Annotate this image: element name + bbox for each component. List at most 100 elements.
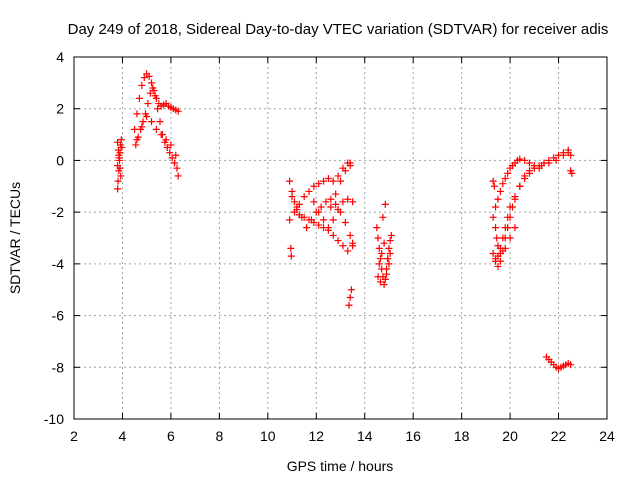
x-tick-label: 8: [215, 428, 223, 444]
data-point: [344, 247, 352, 255]
data-point: [499, 180, 507, 188]
data-point: [114, 162, 122, 170]
data-point: [490, 182, 498, 190]
grid: [74, 57, 607, 419]
data-point: [133, 110, 141, 118]
data-point: [154, 105, 162, 113]
x-tick-label: 12: [308, 428, 324, 444]
data-point: [378, 250, 386, 258]
data-point: [149, 84, 157, 92]
data-point: [171, 159, 179, 167]
data-point: [521, 156, 529, 164]
data-point: [329, 177, 337, 185]
series-pass-11h-e: [327, 159, 354, 211]
data-point: [386, 250, 394, 258]
data-point: [347, 286, 355, 294]
data-point: [315, 221, 323, 229]
data-point: [494, 195, 502, 203]
x-tick-label: 4: [119, 428, 127, 444]
data-point: [501, 244, 509, 252]
data-point: [496, 187, 504, 195]
data-point: [375, 244, 383, 252]
series-pass-11h-a: [286, 177, 357, 255]
data-point: [489, 250, 497, 258]
data-point: [339, 198, 347, 206]
data-point: [145, 72, 153, 80]
y-tick-label: -2: [52, 204, 65, 220]
data-point: [172, 151, 180, 159]
data-point: [373, 224, 381, 232]
data-point: [138, 81, 146, 89]
y-tick-label: -8: [52, 359, 65, 375]
data-point: [152, 125, 160, 133]
data-point: [173, 164, 181, 172]
data-point: [334, 237, 342, 245]
data-point: [174, 172, 182, 180]
data-point: [174, 107, 182, 115]
data-point: [114, 177, 122, 185]
data-point: [349, 198, 357, 206]
data-point: [492, 203, 500, 211]
data-point: [167, 141, 175, 149]
data-point: [290, 208, 298, 216]
data-point: [345, 301, 353, 309]
series-pass-4.5h-a: [131, 70, 182, 133]
y-tick-label: -6: [52, 308, 65, 324]
data-point: [162, 136, 170, 144]
data-point: [320, 216, 328, 224]
data-point: [139, 118, 147, 126]
data-point: [341, 167, 349, 175]
data-point: [115, 151, 123, 159]
x-tick-label: 22: [551, 428, 567, 444]
x-axis-label: GPS time / hours: [287, 458, 394, 474]
series-pass-4.5h-c: [133, 112, 180, 159]
data-point: [315, 208, 323, 216]
data-point: [324, 224, 332, 232]
plot-frame: [73, 56, 608, 420]
data-point: [320, 177, 328, 185]
data-point: [166, 149, 174, 157]
data-point: [516, 155, 524, 163]
data-point: [386, 237, 394, 245]
data-point: [303, 224, 311, 232]
data-point: [384, 255, 392, 263]
y-tick-label: 2: [56, 101, 64, 117]
data-point: [310, 198, 318, 206]
data-point: [337, 177, 344, 185]
data-point: [489, 213, 497, 221]
data-point: [329, 231, 337, 239]
data-point: [131, 125, 139, 133]
data-point: [305, 187, 313, 195]
data-point: [489, 177, 497, 185]
data-point: [307, 216, 315, 224]
series-pass-19.5h-a: [489, 146, 575, 263]
data-point: [385, 260, 393, 268]
data-point: [567, 361, 575, 369]
data-point: [346, 159, 354, 167]
data-point: [496, 250, 504, 258]
y-tick-label: 4: [56, 49, 64, 65]
data-point: [525, 167, 533, 175]
data-point: [298, 213, 306, 221]
series-pass-14.7h: [373, 200, 395, 289]
data-point: [521, 172, 529, 180]
data-point: [506, 234, 514, 242]
data-point: [344, 195, 352, 203]
series-pass-11h-d: [310, 195, 357, 232]
data-point: [346, 231, 354, 239]
data-point: [504, 224, 512, 232]
x-axis-ticks: 2 4 6 8 10 12 14 16 18 20 22 24: [70, 57, 615, 444]
data-point: [315, 180, 323, 188]
data-point: [525, 159, 533, 167]
x-tick-label: 18: [454, 428, 470, 444]
x-tick-label: 20: [502, 428, 518, 444]
data-point: [148, 79, 156, 87]
data-point: [287, 252, 295, 260]
data-point: [339, 242, 347, 250]
data-point: [332, 200, 340, 208]
data-point: [327, 203, 335, 211]
data-point: [504, 169, 512, 177]
series-pass-4.5h-b: [132, 84, 182, 180]
series-pass-19.5h-d: [489, 167, 576, 258]
data-point: [117, 136, 125, 144]
